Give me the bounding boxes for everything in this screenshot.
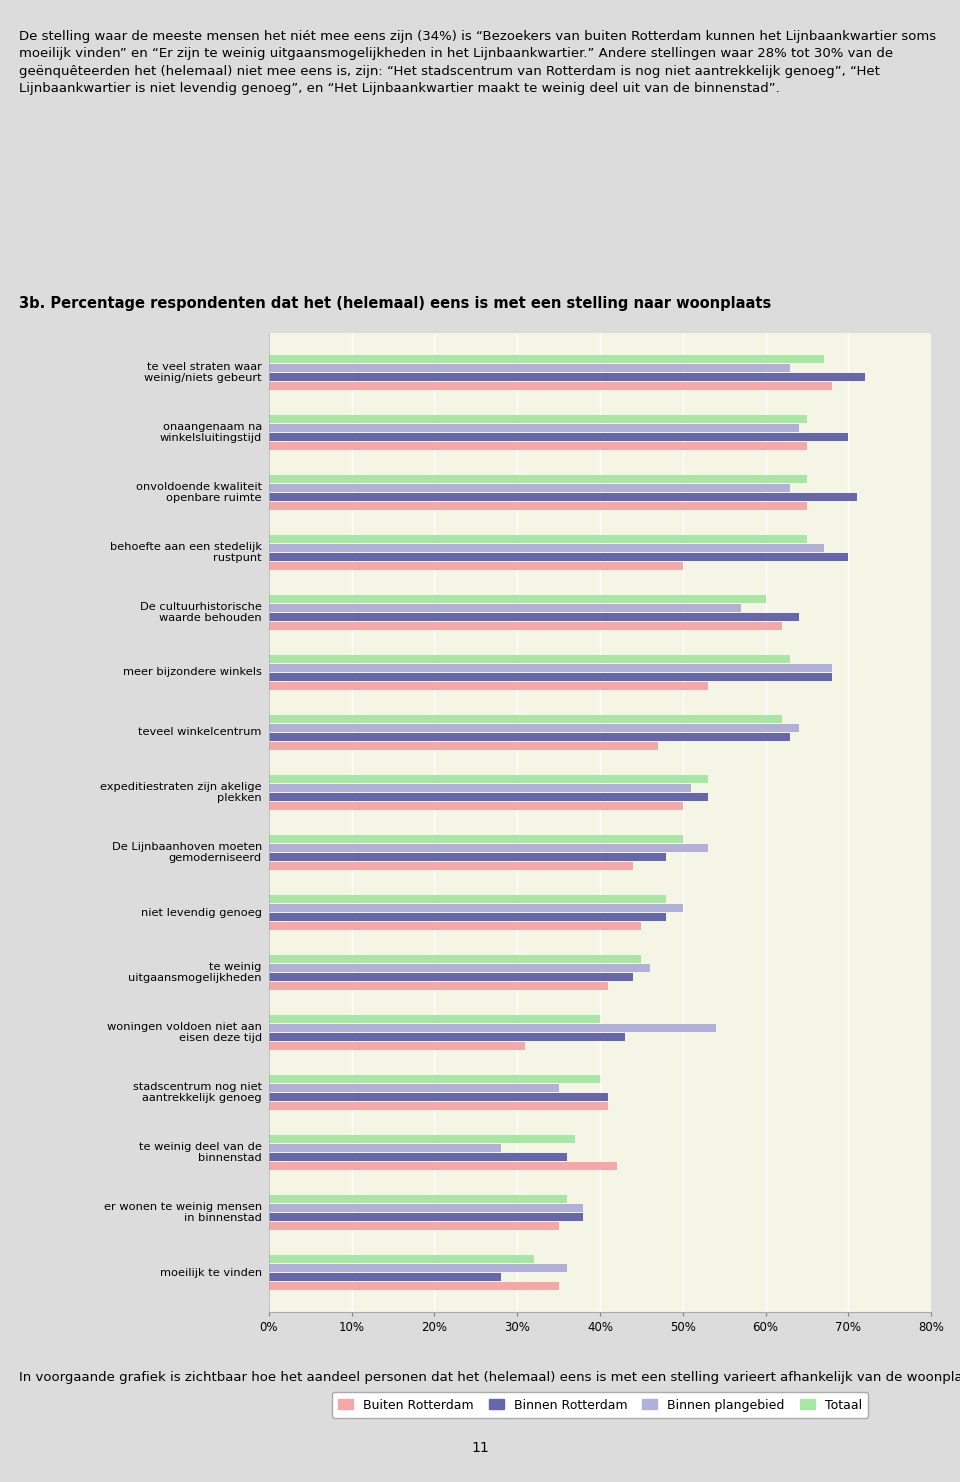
Text: De stelling waar de meeste mensen het niét mee eens zijn (34%) is “Bezoekers van: De stelling waar de meeste mensen het ni… <box>19 30 936 95</box>
Bar <box>269 553 849 562</box>
Bar <box>269 1223 559 1230</box>
Legend: Buiten Rotterdam, Binnen Rotterdam, Binnen plangebied, Totaal: Buiten Rotterdam, Binnen Rotterdam, Binn… <box>332 1392 868 1418</box>
Bar <box>269 895 666 903</box>
Bar <box>269 594 765 603</box>
Bar <box>269 784 691 791</box>
Bar <box>269 854 666 861</box>
Bar <box>269 354 824 363</box>
Bar <box>269 922 641 931</box>
Bar <box>269 1083 559 1092</box>
Bar <box>269 742 658 750</box>
Bar <box>269 485 790 492</box>
Bar <box>269 775 708 782</box>
Bar <box>269 1282 559 1291</box>
Bar <box>269 954 641 963</box>
Bar <box>269 562 683 571</box>
Bar <box>269 424 799 433</box>
Bar <box>269 1015 600 1023</box>
Bar <box>269 1194 566 1203</box>
Text: 3b. Percentage respondenten dat het (helemaal) eens is met een stelling naar woo: 3b. Percentage respondenten dat het (hel… <box>19 296 772 311</box>
Bar <box>269 442 807 451</box>
Bar <box>269 415 807 422</box>
Bar <box>269 834 683 843</box>
Bar <box>269 1074 600 1083</box>
Bar <box>269 614 799 621</box>
Bar <box>269 1024 716 1031</box>
Bar <box>269 682 708 691</box>
Text: 11: 11 <box>471 1442 489 1455</box>
Bar <box>269 605 741 612</box>
Bar <box>269 474 807 483</box>
Bar <box>269 913 666 922</box>
Bar <box>269 963 650 972</box>
Bar <box>269 1264 566 1272</box>
Bar <box>269 502 807 510</box>
Text: In voorgaande grafiek is zichtbaar hoe het aandeel personen dat het (helemaal) e: In voorgaande grafiek is zichtbaar hoe h… <box>19 1371 960 1384</box>
Bar <box>269 1203 584 1212</box>
Bar <box>269 1255 534 1263</box>
Bar <box>269 1094 609 1101</box>
Bar <box>269 1273 501 1280</box>
Bar <box>269 382 831 390</box>
Bar <box>269 863 634 870</box>
Bar <box>269 843 708 852</box>
Bar <box>269 1135 575 1143</box>
Bar <box>269 664 831 671</box>
Bar <box>269 983 609 990</box>
Bar <box>269 723 799 732</box>
Bar <box>269 1033 625 1040</box>
Bar <box>269 1162 616 1171</box>
Bar <box>269 655 790 662</box>
Bar <box>269 373 865 381</box>
Bar <box>269 904 683 911</box>
Bar <box>269 1144 501 1152</box>
Bar <box>269 802 683 811</box>
Bar <box>269 673 831 682</box>
Bar <box>269 714 782 723</box>
Bar <box>269 622 782 630</box>
Bar <box>269 793 708 802</box>
Bar <box>269 433 849 442</box>
Bar <box>269 494 856 501</box>
Bar <box>269 734 790 741</box>
Bar <box>269 1103 609 1110</box>
Bar <box>269 1153 566 1160</box>
Bar <box>269 1212 584 1221</box>
Bar <box>269 365 790 372</box>
Bar <box>269 544 824 551</box>
Bar <box>269 1042 525 1051</box>
Bar <box>269 974 634 981</box>
Bar <box>269 535 807 542</box>
